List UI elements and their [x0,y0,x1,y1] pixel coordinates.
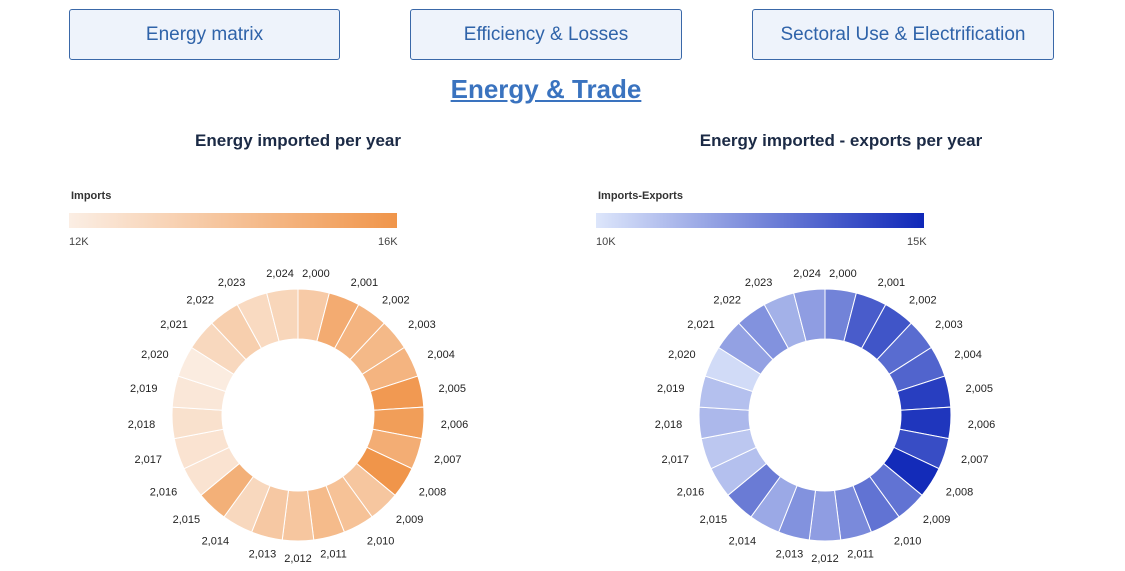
slice-label: 2,011 [847,549,874,561]
slice-label: 2,017 [661,454,689,466]
slice-label: 2,013 [776,549,804,561]
colorbar-min-imports: 12K [69,236,89,248]
nav-button-energy-matrix[interactable]: Energy matrix [69,9,340,60]
slice-label: 2,007 [434,454,462,466]
slice-label: 2,016 [150,487,178,499]
nav-button-sectoral-use[interactable]: Sectoral Use & Electrification [752,9,1054,60]
slice-label: 2,009 [396,514,424,526]
slice-label: 2,003 [408,319,436,331]
slice-label: 2,014 [202,535,230,547]
slice-label: 2,011 [320,549,347,561]
donut-slice[interactable] [793,288,826,342]
colorbar-imports [69,213,397,228]
slice-label: 2,002 [909,294,937,306]
colorbar-max-imports: 16K [378,236,398,248]
slice-label: 2,006 [968,419,996,431]
slice-label: 2,024 [793,268,821,280]
slice-label: 2,012 [811,553,839,565]
slice-label: 2,001 [878,277,906,289]
slice-label: 2,018 [128,419,156,431]
slice-label: 2,000 [829,268,857,280]
slice-label: 2,014 [729,535,757,547]
slice-label: 2,019 [657,383,685,395]
slice-label: 2,013 [249,549,277,561]
page-title[interactable]: Energy & Trade [450,74,642,104]
slice-label: 2,017 [134,454,162,466]
slice-label: 2,022 [713,294,741,306]
slice-label: 2,005 [438,383,466,395]
slice-label: 2,023 [745,277,773,289]
slice-label: 2,015 [173,514,201,526]
slice-label: 2,006 [441,419,469,431]
colorbar-min-net-imports: 10K [596,236,616,248]
slice-label: 2,005 [965,383,993,395]
slice-label: 2,009 [923,514,951,526]
slice-label: 2,020 [141,349,169,361]
slice-label: 2,002 [382,294,410,306]
colorbar-label-imports: Imports [71,190,112,202]
slice-label: 2,012 [284,553,312,565]
nav-button-efficiency-losses[interactable]: Efficiency & Losses [410,9,682,60]
slice-label: 2,010 [894,535,922,547]
slice-label: 2,021 [160,319,188,331]
donut-slice[interactable] [266,288,299,342]
chart-title-net-imports: Energy imported - exports per year [699,131,983,150]
slice-label: 2,015 [700,514,728,526]
slice-label: 2,001 [351,277,379,289]
slice-label: 2,018 [655,419,683,431]
colorbar-label-net-imports: Imports-Exports [598,190,683,202]
slice-label: 2,000 [302,268,330,280]
slice-label: 2,008 [946,487,974,499]
slice-label: 2,020 [668,349,696,361]
slice-label: 2,022 [186,294,214,306]
slice-label: 2,003 [935,319,963,331]
slice-label: 2,019 [130,383,158,395]
slice-label: 2,024 [266,268,294,280]
chart-title-imports: Energy imported per year [195,131,401,150]
slice-label: 2,004 [427,349,455,361]
colorbar-net-imports [596,213,924,228]
slice-label: 2,007 [961,454,989,466]
slice-label: 2,023 [218,277,246,289]
slice-label: 2,021 [687,319,715,331]
slice-label: 2,004 [954,349,982,361]
slice-label: 2,010 [367,535,395,547]
colorbar-max-net-imports: 15K [907,236,927,248]
slice-label: 2,008 [419,487,447,499]
slice-label: 2,016 [677,487,705,499]
